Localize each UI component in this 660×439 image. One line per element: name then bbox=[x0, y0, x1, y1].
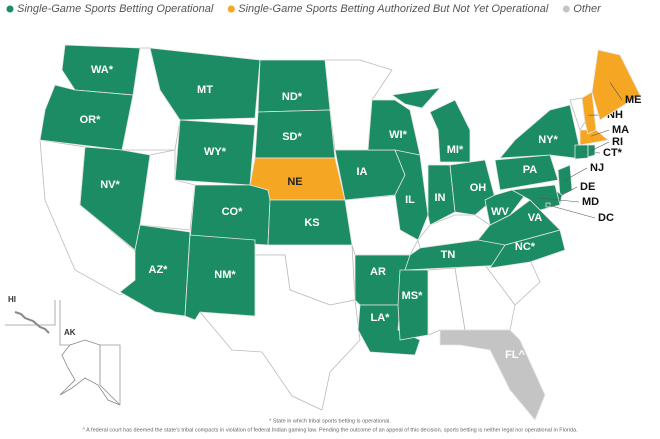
state-label: AZ* bbox=[149, 264, 169, 276]
state bbox=[257, 59, 331, 113]
legend-swatch bbox=[6, 5, 14, 13]
state-label: TN bbox=[441, 249, 456, 261]
state-label: OR* bbox=[80, 114, 102, 126]
state-label: DC bbox=[598, 212, 614, 224]
footnote: * State in which tribal sports betting i… bbox=[269, 418, 391, 424]
state-label: MI* bbox=[447, 144, 464, 156]
state-label: AR bbox=[370, 266, 386, 278]
legend-swatch bbox=[562, 5, 570, 13]
states: WA* OR* NV* MT WY* CO* AZ* NM* ND* SD* NE KS IA AR LA*… bbox=[39, 44, 642, 421]
state bbox=[397, 269, 429, 341]
leader-line bbox=[558, 186, 578, 197]
state-label: IL bbox=[405, 194, 415, 206]
state-label: IN bbox=[435, 192, 446, 204]
hawaii bbox=[14, 311, 50, 334]
state bbox=[184, 234, 256, 321]
leader-line bbox=[547, 204, 596, 219]
insets bbox=[5, 300, 121, 406]
inset-label: HI bbox=[8, 295, 16, 304]
state-label: LA* bbox=[371, 312, 391, 324]
state bbox=[267, 199, 353, 246]
legend-label: Single-Game Sports Betting Operational bbox=[17, 3, 214, 15]
state-label: NM* bbox=[214, 269, 236, 281]
legend-label: Other bbox=[573, 3, 602, 15]
state bbox=[591, 49, 641, 121]
state bbox=[149, 47, 261, 121]
state-label: IA bbox=[357, 166, 368, 178]
state-label: DE bbox=[580, 181, 595, 193]
state bbox=[449, 159, 496, 216]
state-label: VA bbox=[528, 212, 543, 224]
state bbox=[427, 164, 456, 226]
footnote: ^ A federal court has deemed the state's… bbox=[82, 427, 578, 433]
state-label: CT* bbox=[603, 147, 623, 159]
state-label: SD* bbox=[282, 131, 302, 143]
state-label: NV* bbox=[100, 179, 120, 191]
state-label: CO* bbox=[222, 206, 244, 218]
inset-label: AK bbox=[64, 328, 76, 337]
state bbox=[390, 87, 442, 109]
state-label: RI bbox=[612, 136, 623, 148]
state-label: WV bbox=[491, 206, 509, 218]
state bbox=[334, 149, 406, 201]
legend-swatch bbox=[227, 5, 235, 13]
state-label: MA bbox=[612, 124, 629, 136]
legend-label: Single-Game Sports Betting Authorized Bu… bbox=[238, 3, 549, 15]
state bbox=[581, 91, 597, 135]
leader-line bbox=[539, 197, 580, 203]
state-label: OH bbox=[470, 182, 487, 194]
leader-line bbox=[591, 141, 610, 151]
state bbox=[199, 254, 361, 411]
state-label: FL^ bbox=[505, 349, 525, 361]
state-label: ND* bbox=[282, 91, 303, 103]
state-label: WY* bbox=[204, 146, 227, 158]
state bbox=[557, 164, 573, 197]
state-label: WI* bbox=[389, 129, 407, 141]
state bbox=[394, 149, 429, 241]
state-label: MT bbox=[197, 84, 213, 96]
leader-line bbox=[590, 129, 610, 137]
state-label: NY* bbox=[538, 134, 558, 146]
leader-line bbox=[564, 167, 588, 181]
state-label: PA bbox=[523, 164, 538, 176]
state bbox=[439, 329, 546, 421]
state bbox=[587, 144, 596, 158]
state-label: NC* bbox=[515, 241, 536, 253]
state-label: NE bbox=[287, 176, 302, 188]
state bbox=[499, 104, 581, 159]
state-label: MS* bbox=[402, 290, 424, 302]
state-label: WA* bbox=[91, 64, 114, 76]
leader-line bbox=[609, 82, 623, 101]
state-label: ME bbox=[625, 94, 642, 106]
state-label: KS bbox=[304, 217, 319, 229]
alaska bbox=[59, 339, 121, 406]
state bbox=[579, 129, 609, 146]
state bbox=[494, 154, 559, 191]
state-label: MD bbox=[582, 196, 599, 208]
state-label: NJ bbox=[590, 162, 604, 174]
